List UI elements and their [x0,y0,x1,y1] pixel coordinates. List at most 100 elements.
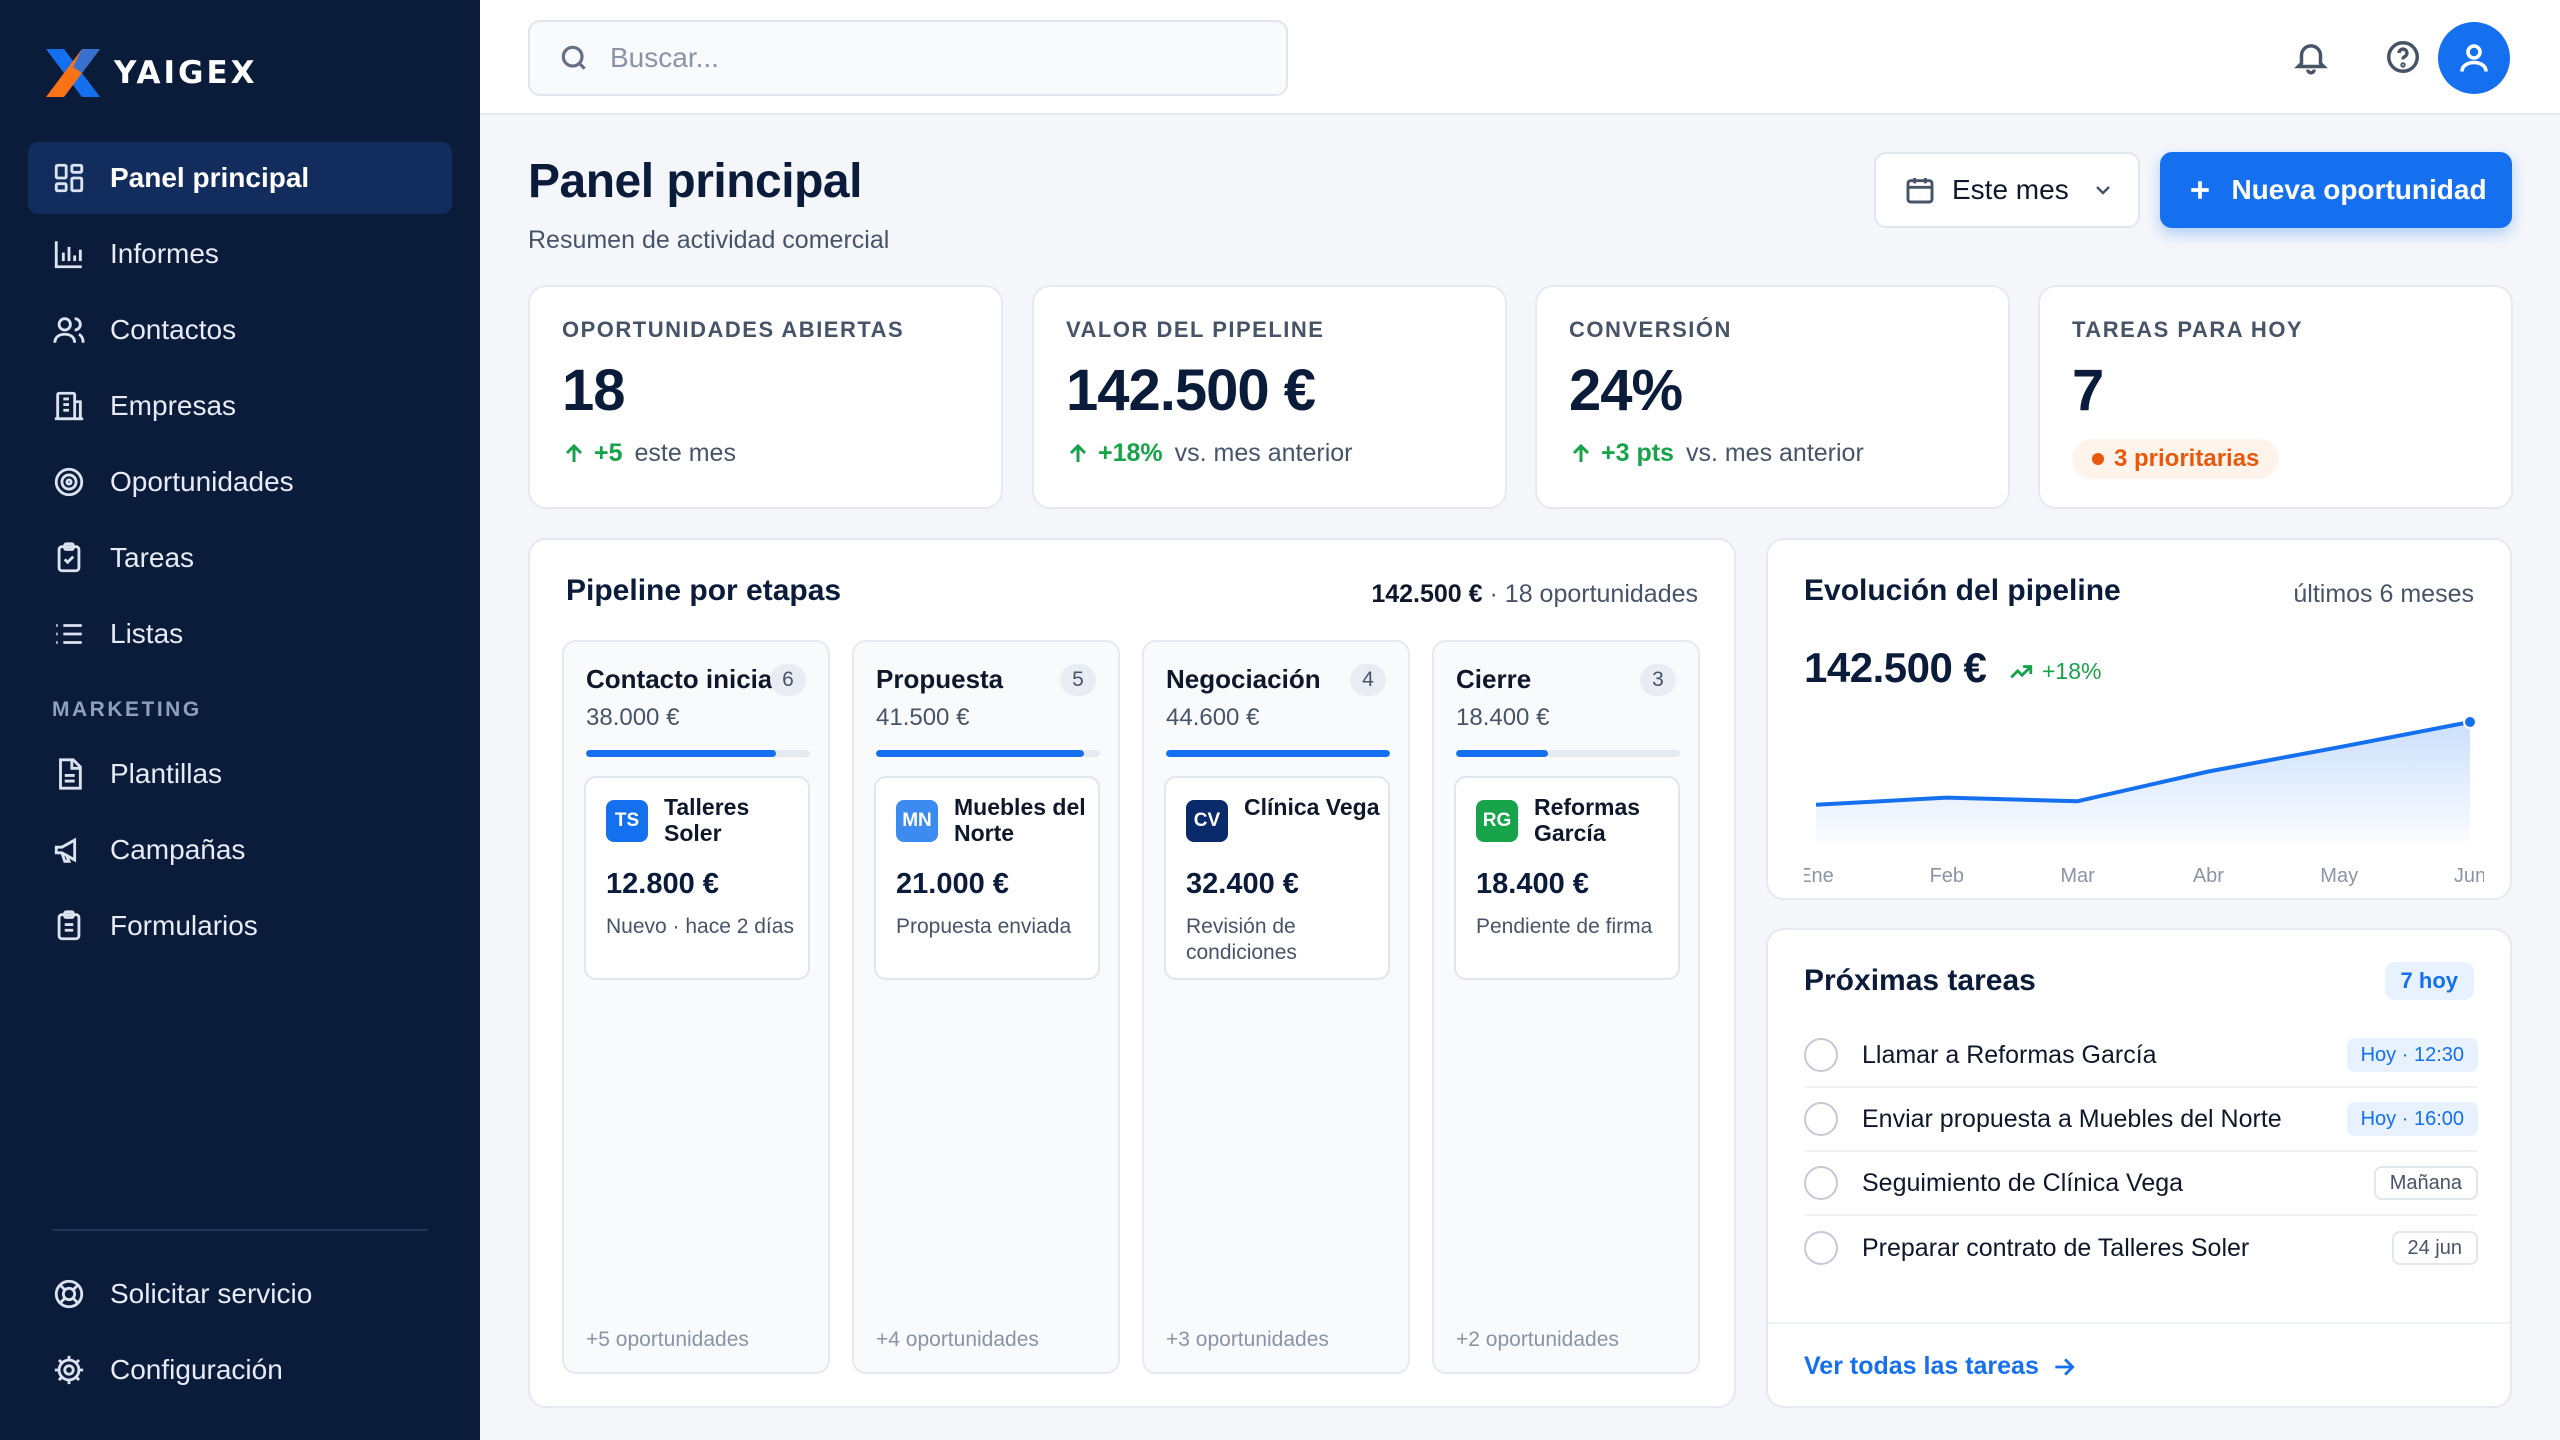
target-icon [52,465,86,499]
priority-badge-label: 3 prioritarias [2114,445,2260,472]
notifications-button[interactable] [2284,30,2338,84]
sidebar-item-panel-principal[interactable]: Panel principal [28,142,452,214]
task-row[interactable]: Preparar contrato de Talleres Soler 24 ju… [1804,1216,2478,1280]
stage-amount: 38.000 € [586,704,680,731]
task-row[interactable]: Enviar propuesta a Muebles del Norte Hoy … [1804,1088,2478,1152]
sidebar-item-campanas[interactable]: Campañas [28,814,452,886]
deal-card[interactable]: MN Muebles del Norte 21.000 € Propuesta env… [874,776,1100,980]
help-button[interactable] [2376,30,2430,84]
task-checkbox[interactable] [1804,1102,1838,1136]
deal-company-name: Reformas García [1534,794,1641,846]
chart-last-point[interactable] [2463,715,2477,729]
arrow-up-icon [1069,443,1087,462]
stage-progress-fill [876,750,1085,757]
task-label: Llamar a Reformas García [1862,1040,2157,1069]
tasks-divider [1768,1322,2510,1324]
view-all-tasks-link[interactable]: Ver todas las tareas [1804,1352,2077,1381]
sidebar-item-label: Empresas [110,390,237,421]
stage-progress-fill [1456,750,1548,757]
sidebar-item-label: Panel principal [110,162,310,193]
document-icon [52,757,86,791]
sidebar-section-marketing: MARKETING [52,698,202,721]
kpi-note: este mes [634,439,736,467]
search-box[interactable] [528,20,1288,96]
search-icon [561,45,586,70]
status-dot [2092,453,2104,465]
user-avatar[interactable] [2438,22,2510,94]
list-icon [52,617,86,651]
help-circle-icon [2387,41,2419,73]
page-title: Panel principal [528,155,862,208]
arrow-up-icon [1572,443,1590,462]
kpi-footer: +18% vs. mes anterior [1066,439,1352,468]
sidebar-item-configuracion[interactable]: Configuración [28,1334,452,1406]
kpi-delta: +3 pts [1601,439,1674,467]
sidebar-item-oportunidades[interactable]: Oportunidades [28,446,452,518]
sidebar-item-label: Solicitar servicio [110,1278,313,1309]
chart-series-line [1815,720,2471,807]
task-checkbox[interactable] [1804,1231,1838,1265]
kpi-label: OPORTUNIDADES ABIERTAS [562,317,905,342]
stage-amount: 18.400 € [1456,704,1550,731]
evolution-delta-value: +18% [2042,658,2102,684]
sidebar-item-contactos[interactable]: Contactos [28,294,452,366]
pipeline-count: · 18 oportunidades [1489,580,1698,608]
kpi-card-open-opportunities: OPORTUNIDADES ABIERTAS 18 +5 este mes [528,285,1003,509]
task-checkbox[interactable] [1804,1166,1838,1200]
evolution-value: 142.500 € [1804,644,1987,691]
sidebar-item-label: Tareas [110,542,195,573]
task-checkbox[interactable] [1804,1038,1838,1072]
period-dropdown[interactable]: Este mes [1874,152,2140,228]
deal-card[interactable]: RG Reformas García 18.400 € Pendiente de fi… [1454,776,1680,980]
clipboard-check-icon [52,541,86,575]
sidebar-item-listas[interactable]: Listas [28,598,452,670]
search-input[interactable] [610,42,1210,74]
task-row[interactable]: Seguimiento de Clínica Vega Mañana [1804,1152,2478,1216]
deal-company-name: Muebles del Norte [954,794,1086,846]
new-opportunity-button[interactable]: Nueva oportunidad [2160,152,2512,228]
deal-card[interactable]: CV Clínica Vega 32.400 € Revisión de condic… [1164,776,1390,980]
sidebar-item-tareas[interactable]: Tareas [28,522,452,594]
users-icon [52,313,86,347]
sidebar-item-solicitar-servicio[interactable]: Solicitar servicio [28,1258,452,1330]
sidebar-item-formularios[interactable]: Formularios [28,890,452,962]
task-list: Llamar a Reformas García Hoy · 12:30 Envia… [1804,1024,2478,1280]
evolution-chart: Ene Feb Mar Abr May Jun [1804,715,2484,886]
company-initials-badge: MN [896,800,938,842]
stage-name: Cierre [1456,664,1532,694]
kpi-label: VALOR DEL PIPELINE [1066,317,1325,342]
tasks-today-badge: 7 hoy [2384,962,2474,1000]
evolution-range: últimos 6 meses [2293,580,2474,608]
kpi-label: CONVERSIÓN [1569,317,1732,342]
deal-note: Revisión de condiciones [1186,915,1297,964]
priority-badge: 3 prioritarias [2072,439,2280,479]
stage-progress-bar [1166,750,1390,757]
sidebar-item-plantillas[interactable]: Plantillas [28,738,452,810]
kpi-card-conversion: CONVERSIÓN 24% +3 pts vs. mes anterior [1535,285,2010,509]
pipeline-stage: Negociación 4 44.600 € CV Clínica Vega 32.400… [1142,640,1410,1374]
sidebar-item-label: Contactos [110,314,237,345]
deal-value: 21.000 € [896,868,1009,900]
deal-card[interactable]: TS Talleres Soler 12.800 € Nuevo · hace 2 d… [584,776,810,980]
user-icon [2460,44,2488,72]
sidebar-item-informes[interactable]: Informes [28,218,452,290]
sidebar-item-label: Oportunidades [110,466,294,497]
stage-name: Negociación [1166,664,1321,694]
stage-more-link[interactable]: +2 oportunidades [1456,1328,1619,1351]
app-logo[interactable]: YAIGEX [42,44,258,102]
task-row[interactable]: Llamar a Reformas García Hoy · 12:30 [1804,1024,2478,1088]
stage-progress-bar [586,750,810,757]
chart-x-tick-label: Jun [2454,865,2484,886]
sidebar-item-label: Formularios [110,910,258,941]
kpi-footer: +3 pts vs. mes anterior [1569,439,1864,468]
stage-more-link[interactable]: +3 oportunidades [1166,1328,1329,1351]
sidebar-item-empresas[interactable]: Empresas [28,370,452,442]
plus-icon [2191,181,2210,199]
stage-count-badge: 6 [770,664,806,696]
sidebar-divider [52,1229,428,1231]
chart-x-tick-label: Ene [1804,865,1834,886]
topbar [480,0,2560,115]
stage-more-link[interactable]: +5 oportunidades [586,1328,749,1351]
sidebar-item-label: Campañas [110,834,246,865]
stage-more-link[interactable]: +4 oportunidades [876,1328,1039,1351]
